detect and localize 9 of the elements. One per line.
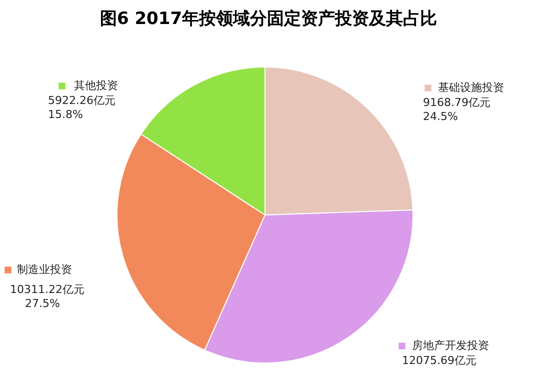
- data-label: 5922.26亿元 15.8%: [48, 94, 116, 121]
- data-label: 10311.22亿元 27.5%: [10, 283, 84, 310]
- legend-label: 基础设施投资: [438, 81, 504, 94]
- chart-title: 图6 2017年按领域分固定资产投资及其占比: [100, 9, 438, 29]
- legend-label: 其他投资: [74, 79, 118, 92]
- data-label: 12075.69亿元: [402, 354, 476, 367]
- legend-label: 房地产开发投资: [412, 339, 489, 352]
- data-label: 9168.79亿元 24.5%: [423, 96, 490, 123]
- legend-label: 制造业投资: [17, 263, 72, 276]
